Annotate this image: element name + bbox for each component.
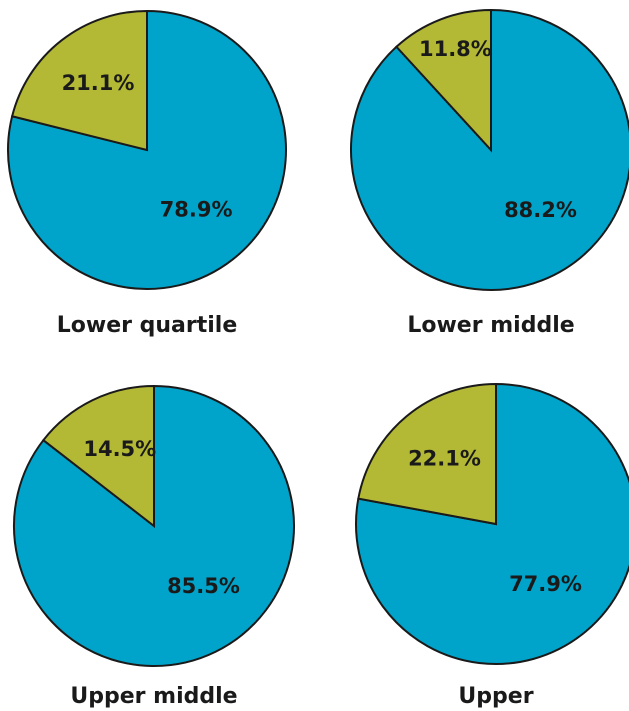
slice-label-major-lower-middle: 88.2% (504, 198, 577, 222)
slice-minor-upper (357, 382, 497, 526)
slice-minor-lower-middle (395, 8, 492, 153)
slice-minor-upper-middle (41, 384, 155, 529)
slice-label-major-upper-middle: 85.5% (167, 574, 240, 598)
slice-label-minor-upper-middle: 14.5% (83, 437, 156, 461)
pie-chart-lower-middle: 88.2% 11.8% Lower middle (350, 8, 629, 338)
pie-chart-upper: 77.9% 22.1% Upper (355, 382, 629, 709)
slice-label-minor-lower-quartile: 21.1% (62, 71, 135, 95)
pie-title-upper-middle: Upper middle (70, 684, 237, 709)
slice-label-major-lower-quartile: 78.9% (160, 198, 233, 222)
slice-label-minor-lower-middle: 11.8% (419, 37, 492, 61)
pie-chart-upper-middle: 85.5% 14.5% Upper middle (13, 384, 295, 709)
slice-label-minor-upper: 22.1% (408, 446, 481, 470)
pie-title-lower-middle: Lower middle (407, 313, 574, 338)
pie-title-upper: Upper (458, 684, 533, 709)
pie-title-lower-quartile: Lower quartile (57, 313, 238, 338)
slice-minor-lower-quartile (10, 9, 148, 152)
slice-label-major-upper: 77.9% (509, 572, 582, 596)
pie-chart-lower-quartile: 78.9% 21.1% Lower quartile (7, 9, 287, 338)
